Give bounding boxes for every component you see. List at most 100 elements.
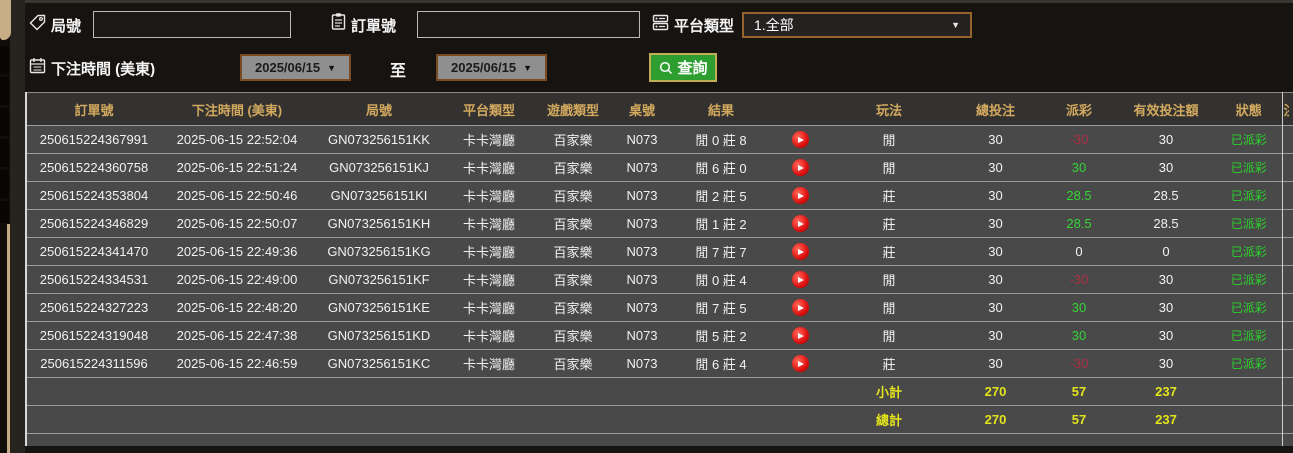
- left-strip-segment: [0, 108, 9, 136]
- subtotal-valid-bet: 237: [1116, 377, 1216, 406]
- cell-status: 已派彩: [1216, 321, 1282, 350]
- cell-status: 已派彩: [1216, 237, 1282, 266]
- order-no-input[interactable]: [417, 11, 640, 38]
- cell-payout: -30: [1042, 265, 1116, 294]
- cell-payout: 28.5: [1042, 181, 1116, 210]
- cell-game-no: GN073256151KE: [313, 293, 445, 322]
- cell-bet-time: 2025-06-15 22:50:07: [161, 209, 313, 238]
- cell-order-no: 250615224353804: [26, 181, 161, 210]
- date-to-select[interactable]: 2025/06/15 ▼: [436, 54, 547, 81]
- table-row: 250615224327223 2025-06-15 22:48:20 GN07…: [26, 293, 1293, 322]
- cell-table-no: N073: [613, 265, 671, 294]
- cell-valid-bet: 28.5: [1116, 181, 1216, 210]
- cell-replay: [771, 209, 829, 238]
- left-strip-segment: [0, 77, 9, 105]
- cell-payout: 30: [1042, 293, 1116, 322]
- cell-next-partial: [1281, 125, 1293, 154]
- cell-replay: [771, 265, 829, 294]
- grand-total-valid-bet: 237: [1116, 405, 1216, 434]
- cell-game-no: GN073256151KK: [313, 125, 445, 154]
- table-row: 250615224346829 2025-06-15 22:50:07 GN07…: [26, 209, 1293, 238]
- cell-game-type: 百家樂: [533, 153, 613, 182]
- cell-bet-time: 2025-06-15 22:48:20: [161, 293, 313, 322]
- next-column-partial: 注: [1284, 100, 1289, 119]
- cell-next-partial: [1281, 265, 1293, 294]
- replay-icon[interactable]: [791, 355, 809, 373]
- cell-result: 閒 6 莊 0: [671, 153, 771, 182]
- cell-replay: [771, 125, 829, 154]
- cell-table-no: N073: [613, 153, 671, 182]
- grand-total-status-spacer: [1216, 405, 1282, 434]
- cell-play: 莊: [829, 209, 949, 238]
- cell-replay: [771, 181, 829, 210]
- search-button[interactable]: 查詢: [649, 53, 717, 82]
- date-from-select[interactable]: 2025/06/15 ▼: [240, 54, 351, 81]
- partial-row: [26, 433, 1293, 446]
- subtotal-spacer: [26, 377, 829, 406]
- left-sidebar-strip: [0, 0, 25, 453]
- replay-icon[interactable]: [791, 327, 809, 345]
- platform-list-icon: [652, 14, 669, 31]
- date-to-separator: 至: [390, 63, 407, 80]
- cell-bet-time: 2025-06-15 22:50:46: [161, 181, 313, 210]
- platform-type-select[interactable]: 1.全部 ▼: [742, 12, 972, 38]
- cell-table-no: N073: [613, 209, 671, 238]
- replay-icon[interactable]: [791, 159, 809, 177]
- grand-total-total-bet: 270: [949, 405, 1042, 434]
- cell-play: 莊: [829, 349, 949, 378]
- order-no-label: 訂單號: [351, 18, 397, 35]
- cell-replay: [771, 237, 829, 266]
- subtotal-label: 小計: [829, 377, 949, 406]
- cell-game-no: GN073256151KH: [313, 209, 445, 238]
- cell-total-bet: 30: [949, 181, 1042, 210]
- col-header-valid-bet: 有效投注額: [1116, 92, 1216, 126]
- table-row: 250615224360758 2025-06-15 22:51:24 GN07…: [26, 153, 1293, 182]
- cell-valid-bet: 30: [1116, 153, 1216, 182]
- cell-payout: 28.5: [1042, 209, 1116, 238]
- cell-status: 已派彩: [1216, 181, 1282, 210]
- replay-icon[interactable]: [791, 131, 809, 149]
- cell-play: 閒: [829, 321, 949, 350]
- cell-game-type: 百家樂: [533, 237, 613, 266]
- left-strip-segment: [0, 139, 9, 167]
- cell-order-no: 250615224367991: [26, 125, 161, 154]
- table-row: 250615224319048 2025-06-15 22:47:38 GN07…: [26, 321, 1293, 350]
- table-row: 250615224353804 2025-06-15 22:50:46 GN07…: [26, 181, 1293, 210]
- cell-platform: 卡卡灣廳: [445, 153, 533, 182]
- replay-icon[interactable]: [791, 243, 809, 261]
- cell-next-partial: [1281, 181, 1293, 210]
- replay-icon[interactable]: [791, 215, 809, 233]
- cell-play: 莊: [829, 237, 949, 266]
- cell-valid-bet: 30: [1116, 349, 1216, 378]
- cell-game-type: 百家樂: [533, 125, 613, 154]
- cell-next-partial: [1281, 237, 1293, 266]
- replay-icon[interactable]: [791, 187, 809, 205]
- cell-order-no: 250615224346829: [26, 209, 161, 238]
- left-strip-segment: [0, 46, 9, 74]
- grand-total-payout: 57: [1042, 405, 1116, 434]
- chevron-down-icon: ▼: [327, 62, 336, 73]
- replay-icon[interactable]: [791, 271, 809, 289]
- cell-total-bet: 30: [949, 125, 1042, 154]
- col-header-payout: 派彩: [1042, 92, 1116, 126]
- cell-game-type: 百家樂: [533, 321, 613, 350]
- game-no-input[interactable]: [93, 11, 291, 38]
- cell-status: 已派彩: [1216, 265, 1282, 294]
- left-strip-line: [7, 224, 10, 453]
- cell-valid-bet: 30: [1116, 293, 1216, 322]
- col-header-replay: [771, 92, 829, 126]
- cell-next-partial: [1281, 321, 1293, 350]
- replay-icon[interactable]: [791, 299, 809, 317]
- left-strip-segment: [0, 170, 9, 198]
- cell-game-no: GN073256151KI: [313, 181, 445, 210]
- subtotal-total-bet: 270: [949, 377, 1042, 406]
- cell-platform: 卡卡灣廳: [445, 321, 533, 350]
- cell-bet-time: 2025-06-15 22:51:24: [161, 153, 313, 182]
- cell-table-no: N073: [613, 181, 671, 210]
- left-strip-segment: [0, 201, 9, 223]
- cell-valid-bet: 28.5: [1116, 209, 1216, 238]
- chevron-down-icon: ▼: [951, 20, 960, 30]
- cell-platform: 卡卡灣廳: [445, 181, 533, 210]
- cell-platform: 卡卡灣廳: [445, 125, 533, 154]
- cell-status: 已派彩: [1216, 153, 1282, 182]
